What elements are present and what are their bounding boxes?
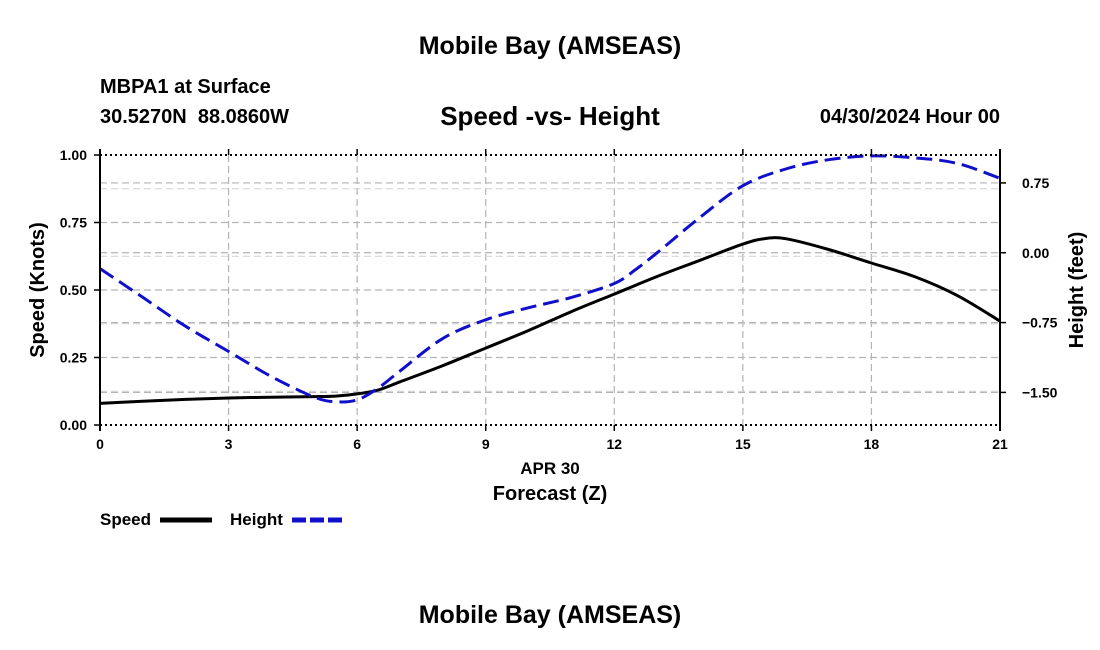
chart-title: Speed -vs- Height: [440, 101, 660, 131]
x-tick-label: 3: [225, 436, 233, 452]
x-tick-label: 15: [735, 436, 751, 452]
y-left-tick-label: 0.00: [60, 417, 87, 433]
grid-lines: [100, 155, 1000, 425]
y-right-tick-label: 0.00: [1022, 245, 1049, 261]
y-left-tick-label: 0.25: [60, 350, 87, 366]
footer-title: Mobile Bay (AMSEAS): [418, 601, 682, 629]
y-left-tick-label: 0.75: [60, 215, 87, 231]
legend: Speed Height: [100, 510, 342, 529]
speed-series-line: [99, 236, 1001, 405]
station-name: MBPA1 at Surface: [100, 76, 271, 98]
speed-height-chart: 0 3 6 9 12 15 18 21 0.00 0.25 0.50 0.75 1.00 −1.50 −0.…: [27, 147, 1088, 529]
y-right-tick-label: −0.75: [1022, 315, 1058, 331]
plot-frame: 0 3 6 9 12 15 18 21 0.00 0.25 0.50 0.75 1.00 −1.50 −0.…: [60, 147, 1058, 452]
forecast-date: 04/30/2024 Hour 00: [819, 106, 1000, 128]
y-right-tick-label: −1.50: [1022, 384, 1058, 400]
legend-height-label: Height: [230, 510, 283, 529]
x-tick-label: 0: [96, 436, 104, 452]
y-left-tick-label: 0.50: [60, 282, 87, 298]
y-axis-left-label: Speed (Knots): [27, 222, 49, 358]
x-tick-label: 12: [606, 436, 622, 452]
x-tick-label: 21: [992, 436, 1008, 452]
axis-labels: APR 30 Forecast (Z) Speed (Knots) Height…: [27, 222, 1088, 505]
station-coords: 30.5270N 88.0860W: [100, 106, 290, 128]
legend-speed-label: Speed: [100, 510, 151, 529]
height-series-line: [99, 154, 1001, 404]
x-tick-label: 6: [353, 436, 361, 452]
x-tick-label: 18: [864, 436, 880, 452]
x-axis-date-label: APR 30: [520, 459, 580, 478]
x-axis-label: Forecast (Z): [493, 483, 607, 505]
y-axis-right-label: Height (feet): [1066, 232, 1088, 349]
main-title: Mobile Bay (AMSEAS): [418, 32, 682, 60]
series-lines: [99, 154, 1001, 405]
y-right-tick-label: 0.75: [1022, 175, 1049, 191]
x-tick-label: 9: [482, 436, 490, 452]
y-left-tick-label: 1.00: [60, 147, 87, 163]
